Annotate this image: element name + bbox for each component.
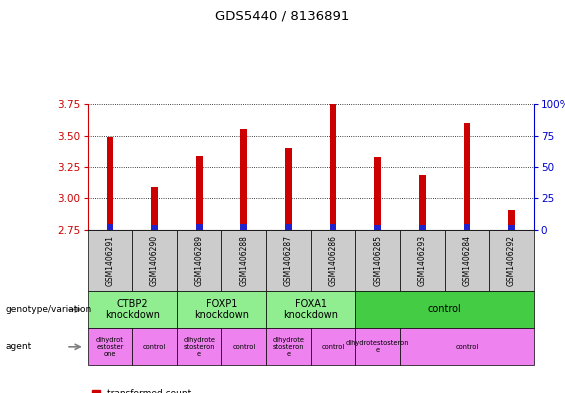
Bar [151,225,158,230]
Text: GDS5440 / 8136891: GDS5440 / 8136891 [215,10,350,23]
Bar [88,230,132,291]
Text: FOXP1
knockdown: FOXP1 knockdown [194,299,249,320]
Bar [177,328,221,365]
Text: GSM1406287: GSM1406287 [284,235,293,286]
Bar [489,230,534,291]
Bar [221,230,266,291]
Text: FOXA1
knockdown: FOXA1 knockdown [283,299,338,320]
Text: control: control [143,344,166,350]
Bar [241,224,247,230]
Text: GSM1406290: GSM1406290 [150,235,159,286]
Bar [445,230,489,291]
Bar [419,174,425,230]
Bar [355,230,400,291]
Bar [330,224,336,230]
Bar [375,225,381,230]
Bar [330,103,336,230]
Text: control: control [455,344,479,350]
Bar [285,224,292,230]
Bar [464,123,470,230]
Bar [151,187,158,230]
Text: dihydrotestosteron
e: dihydrotestosteron e [346,340,410,353]
Bar [508,225,515,230]
Bar [311,328,355,365]
Bar [196,156,202,230]
Text: dihydrote
stosteron
e: dihydrote stosteron e [272,337,305,357]
Bar [355,291,534,328]
Text: GSM1406286: GSM1406286 [329,235,337,286]
Text: GSM1406289: GSM1406289 [195,235,203,286]
Bar [419,225,425,230]
Bar [107,224,113,230]
Legend: transformed count, percentile rank within the sample: transformed count, percentile rank withi… [92,389,260,393]
Bar [464,224,470,230]
Text: agent: agent [6,342,32,351]
Bar [107,137,113,230]
Text: genotype/variation: genotype/variation [6,305,92,314]
Bar [177,230,221,291]
Bar [196,224,202,230]
Text: GSM1406285: GSM1406285 [373,235,382,286]
Bar [285,148,292,230]
Text: GSM1406284: GSM1406284 [463,235,471,286]
Bar [311,230,355,291]
Bar [508,210,515,230]
Bar [266,328,311,365]
Bar [266,291,355,328]
Text: control: control [321,344,345,350]
Bar [400,230,445,291]
Bar [375,157,381,230]
Bar [132,230,177,291]
Bar [355,328,400,365]
Bar [241,129,247,230]
Bar [266,230,311,291]
Bar [132,328,177,365]
Text: GSM1406293: GSM1406293 [418,235,427,286]
Bar [88,291,177,328]
Text: CTBP2
knockdown: CTBP2 knockdown [105,299,160,320]
Bar [177,291,266,328]
Bar [400,328,534,365]
Text: dihydrot
estoster
one: dihydrot estoster one [96,337,124,357]
Bar [88,328,132,365]
Text: control: control [428,305,462,314]
Text: control: control [232,344,255,350]
Text: GSM1406291: GSM1406291 [106,235,114,286]
Text: GSM1406288: GSM1406288 [240,235,248,286]
Text: dihydrote
stosteron
e: dihydrote stosteron e [183,337,215,357]
Bar [221,328,266,365]
Text: GSM1406292: GSM1406292 [507,235,516,286]
